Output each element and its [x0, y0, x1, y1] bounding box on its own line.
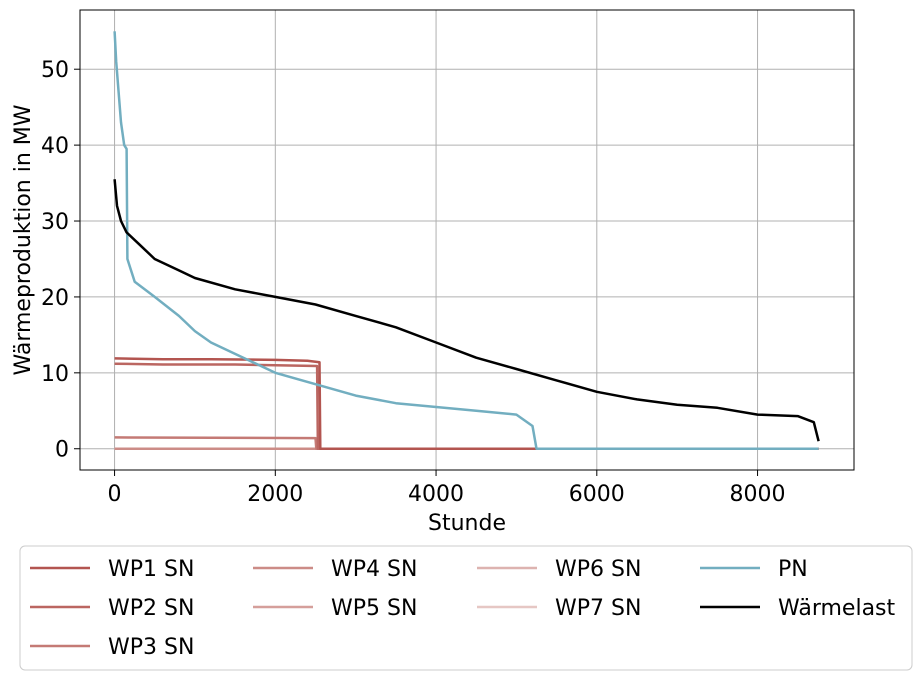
x-tick-label: 4000 [408, 482, 464, 507]
y-tick-label: 30 [41, 210, 69, 235]
legend-label: Wärmelast [778, 596, 896, 621]
legend-label: WP2 SN [108, 596, 194, 621]
y-tick-label: 50 [41, 58, 69, 83]
y-tick-label: 0 [55, 438, 69, 463]
x-tick-label: 0 [108, 482, 122, 507]
legend-label: WP6 SN [555, 557, 641, 582]
legend-label: WP5 SN [331, 596, 417, 621]
x-axis-label: Stunde [428, 511, 506, 536]
series-line-pn [113, 31, 819, 450]
y-tick-label: 40 [41, 134, 69, 159]
legend-label: WP4 SN [331, 557, 417, 582]
legend-label: WP3 SN [108, 635, 194, 660]
series-line-w-rmelast [113, 179, 820, 442]
x-tick-label: 6000 [569, 482, 625, 507]
ticks: 0 2000 4000 6000 8000 0 10 20 30 40 50 [41, 58, 786, 507]
series-line-wp3-sn [114, 436, 819, 450]
legend: WP1 SN WP2 SN WP3 SN WP4 SN WP5 SN WP6 SN WP7 … [19, 545, 913, 671]
series-line-wp1-sn [114, 357, 819, 450]
x-tick-label: 8000 [730, 482, 786, 507]
legend-label: WP1 SN [108, 557, 194, 582]
series-lines [113, 31, 820, 450]
legend-label: WP7 SN [555, 596, 641, 621]
grid [80, 10, 854, 470]
plot-frame [79, 9, 855, 471]
legend-box [19, 545, 913, 671]
y-tick-label: 10 [41, 362, 69, 387]
y-axis-label: Wärmeproduktion in MW [11, 104, 36, 375]
x-tick-label: 2000 [247, 482, 303, 507]
series-line-wp2-sn [114, 362, 819, 450]
legend-label: PN [778, 557, 808, 582]
y-tick-label: 20 [41, 286, 69, 311]
